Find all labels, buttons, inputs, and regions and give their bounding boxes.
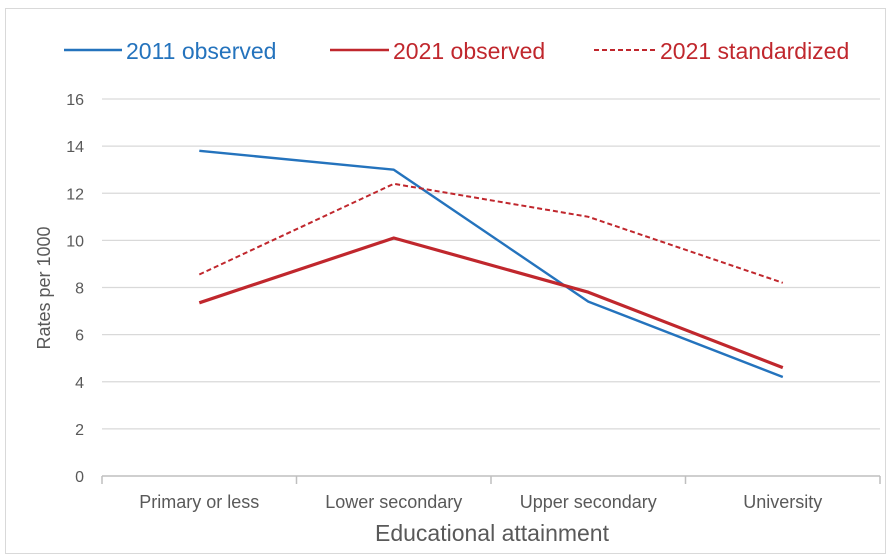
- y-axis-label: Rates per 1000: [34, 226, 54, 349]
- y-tick-label: 2: [75, 422, 84, 439]
- y-tick-label: 14: [66, 139, 84, 156]
- y-tick-label: 12: [66, 186, 84, 203]
- series-lines: [198, 149, 784, 379]
- y-tick-label: 0: [75, 469, 84, 486]
- axes: [101, 475, 881, 484]
- gridlines: [102, 98, 880, 430]
- legend-label: 2021 standardized: [660, 38, 849, 64]
- y-tick-label: 6: [75, 328, 84, 345]
- x-tick-labels: Primary or less Lower secondary Upper seco…: [139, 492, 822, 512]
- x-tick-label: Upper secondary: [520, 492, 657, 512]
- y-tick-label: 8: [75, 281, 84, 298]
- y-tick-label: 10: [66, 233, 84, 250]
- series-line-2021-standardized: [198, 182, 784, 284]
- series-line-2021-observed: [198, 236, 784, 370]
- x-tick-label: Primary or less: [139, 492, 259, 512]
- y-tick-label: 4: [75, 375, 84, 392]
- x-tick-label: Lower secondary: [325, 492, 462, 512]
- y-tick-label: 16: [66, 92, 84, 109]
- legend: 2011 observed 2021 observed 2021 standardi…: [64, 38, 849, 64]
- x-tick-label: University: [743, 492, 822, 512]
- legend-label: 2011 observed: [126, 38, 276, 64]
- y-tick-labels: 0 2 4 6 8 10 12 14 16: [66, 92, 84, 486]
- x-axis-label: Educational attainment: [375, 520, 610, 546]
- series-line-2011-observed: [199, 149, 784, 379]
- legend-label: 2021 observed: [393, 38, 545, 64]
